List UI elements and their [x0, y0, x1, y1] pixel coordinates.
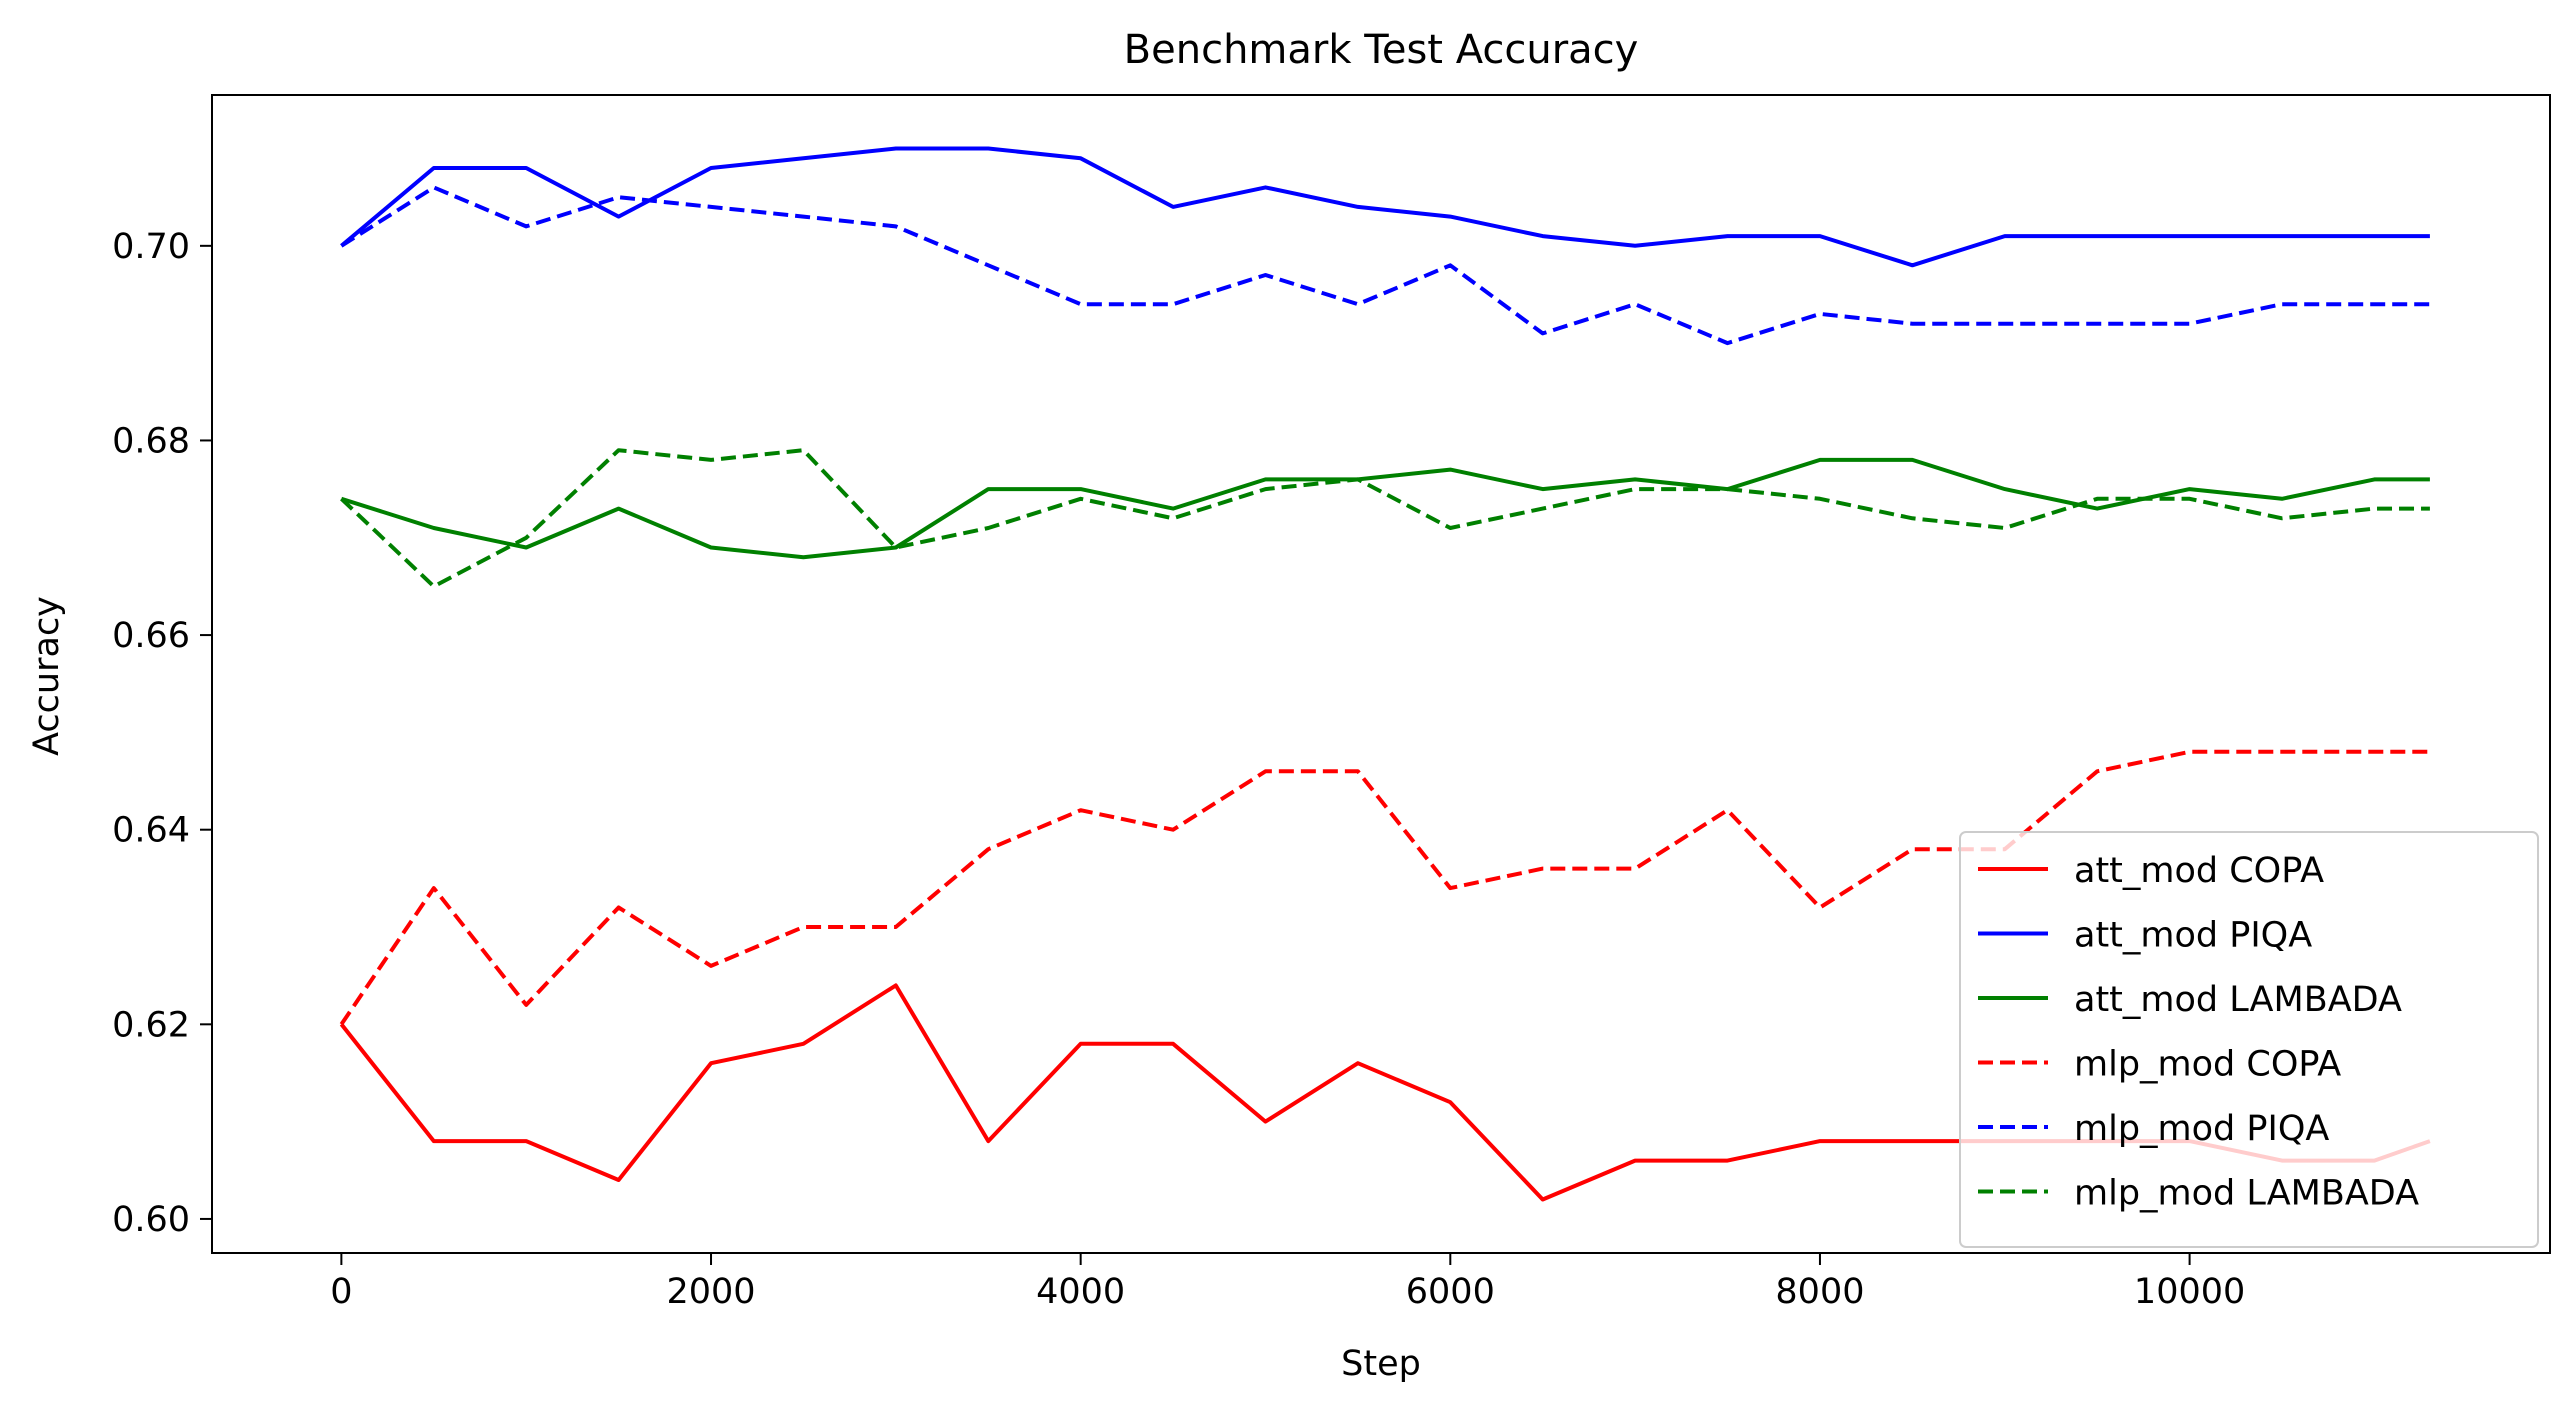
legend-label: mlp_mod PIQA — [2074, 1109, 2329, 1149]
chart-title: Benchmark Test Accuracy — [1124, 27, 1639, 73]
legend-label: att_mod LAMBADA — [2074, 980, 2402, 1020]
x-tick-label: 2000 — [666, 1272, 755, 1312]
y-tick-label: 0.66 — [112, 616, 190, 656]
x-axis-label: Step — [1341, 1344, 1421, 1384]
x-tick-label: 10000 — [2134, 1272, 2245, 1312]
legend-label: mlp_mod COPA — [2074, 1045, 2341, 1085]
legend-box — [1959, 831, 2539, 1248]
y-tick-label: 0.70 — [112, 227, 190, 267]
legend-label: att_mod COPA — [2074, 851, 2324, 891]
plot-frame — [211, 94, 2551, 1254]
x-tick-label: 6000 — [1406, 1272, 1495, 1312]
legend-label: mlp_mod LAMBADA — [2074, 1174, 2419, 1214]
legend: att_mod COPA att_mod PIQA att_mod LAMBADA m… — [1959, 831, 2539, 1248]
series-line-1 — [340, 146, 2430, 268]
y-tick-label: 0.60 — [112, 1200, 190, 1240]
x-tick-label: 8000 — [1775, 1272, 1864, 1312]
series-line-4 — [340, 185, 2430, 346]
y-tick-label: 0.64 — [112, 811, 190, 851]
x-tick-label: 4000 — [1036, 1272, 1125, 1312]
series-line-3 — [339, 749, 2430, 1026]
y-axis-label: Accuracy — [27, 596, 67, 756]
x-tick-label: 0 — [330, 1272, 352, 1312]
legend-label: att_mod PIQA — [2074, 916, 2312, 956]
y-tick-label: 0.68 — [112, 421, 190, 461]
y-tick-label: 0.62 — [112, 1005, 190, 1045]
axis-ticks: 0 2000 4000 6000 8000 10000 0.60 0.62 0.64 0.66 0.… — [112, 227, 2245, 1312]
series-line-2 — [340, 457, 2430, 560]
